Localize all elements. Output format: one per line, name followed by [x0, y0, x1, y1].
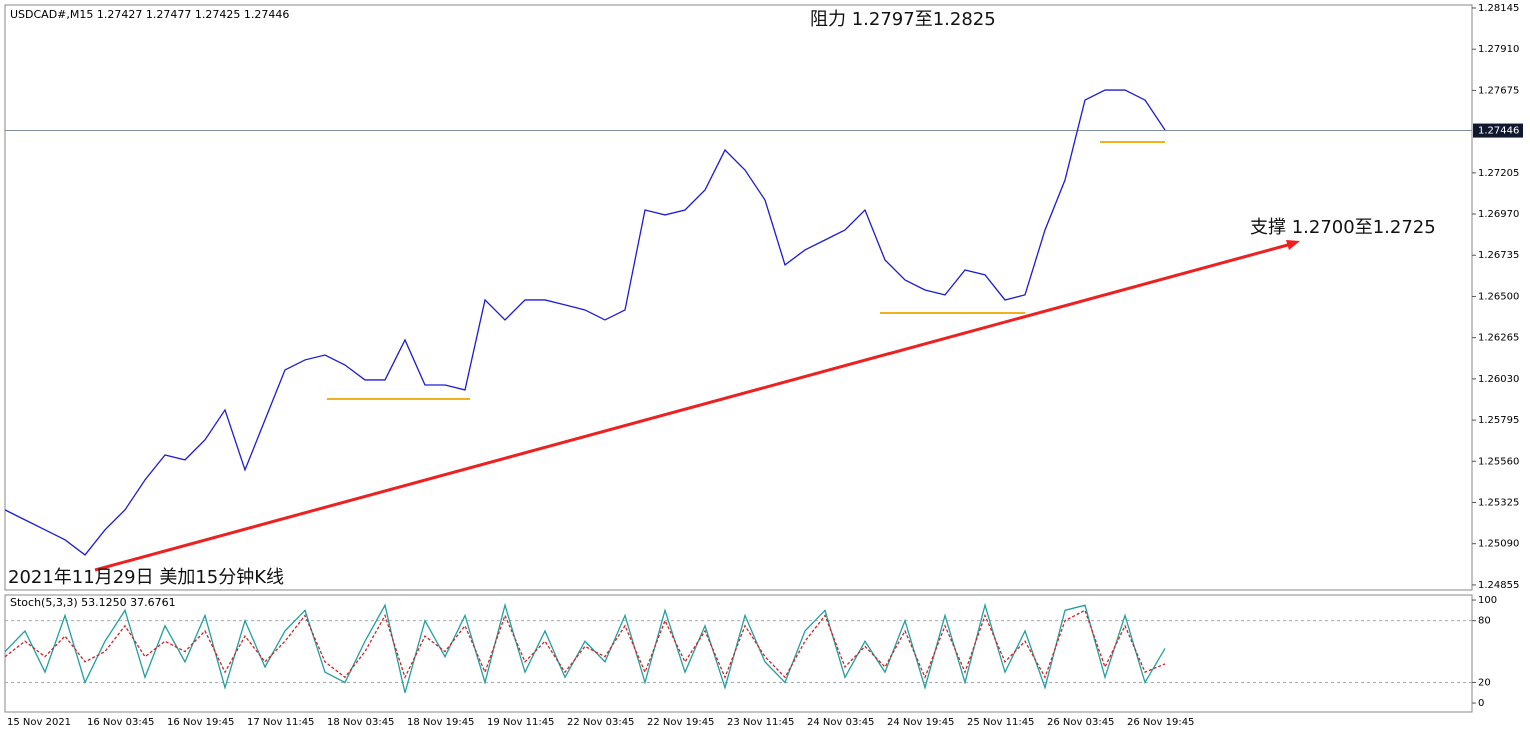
annotation: 阻力 1.2797至1.2825 [810, 9, 996, 30]
series-line [4, 602, 1166, 693]
x-tick-label: 23 Nov 11:45 [727, 717, 794, 728]
current-price-label: 1.27446 [1478, 126, 1519, 137]
y-tick-label: 1.27910 [1478, 44, 1519, 55]
y-tick-label: 20 [1478, 677, 1491, 688]
y-tick-label: 100 [1478, 595, 1497, 606]
y-tick-label: 1.26030 [1478, 374, 1519, 385]
trend-line [94, 241, 1296, 572]
x-tick-label: 17 Nov 11:45 [247, 717, 314, 728]
x-tick-label: 26 Nov 03:45 [1047, 717, 1114, 728]
x-tick-label: 25 Nov 11:45 [967, 717, 1034, 728]
y-tick-label: 1.25325 [1478, 497, 1519, 508]
y-tick-label: 1.26970 [1478, 209, 1519, 220]
annotation: 支撑 1.2700至1.2725 [1250, 217, 1436, 238]
y-tick-label: 0 [1478, 698, 1484, 709]
x-tick-label: 16 Nov 19:45 [167, 717, 234, 728]
series-line [4, 89, 1166, 556]
current-price-box [1473, 123, 1523, 138]
x-tick-label: 18 Nov 03:45 [327, 717, 394, 728]
stoch-pane [4, 594, 1473, 713]
x-tick-label: 22 Nov 19:45 [647, 717, 714, 728]
x-tick-label: 24 Nov 03:45 [807, 717, 874, 728]
x-tick-label: 24 Nov 19:45 [887, 717, 954, 728]
y-tick-label: 1.27675 [1478, 85, 1519, 96]
y-tick-label: 1.25795 [1478, 415, 1519, 426]
x-tick-label: 26 Nov 19:45 [1127, 717, 1194, 728]
y-tick-label: 1.26265 [1478, 333, 1519, 344]
y-tick-label: 1.25560 [1478, 456, 1519, 467]
x-tick-label: 15 Nov 2021 [7, 717, 71, 728]
chart-title: USDCAD#,M15 1.27427 1.27477 1.27425 1.27… [10, 8, 289, 21]
y-tick-label: 1.28145 [1478, 3, 1519, 14]
x-tick-label: 22 Nov 03:45 [567, 717, 634, 728]
y-tick-label: 1.27205 [1478, 168, 1519, 179]
trend-arrow [1286, 240, 1300, 250]
y-tick-label: 1.26500 [1478, 291, 1519, 302]
series-line [4, 609, 1166, 680]
y-tick-label: 1.25090 [1478, 539, 1519, 550]
y-tick-label: 1.24855 [1478, 580, 1519, 591]
stoch-title: Stoch(5,3,3) 53.1250 37.6761 [10, 596, 176, 609]
y-tick-label: 1.26735 [1478, 250, 1519, 261]
annotation: 2021年11月29日 美加15分钟K线 [8, 567, 284, 588]
y-tick-label: 80 [1478, 616, 1491, 627]
price-pane [4, 4, 1473, 591]
x-tick-label: 16 Nov 03:45 [87, 717, 154, 728]
x-tick-label: 18 Nov 19:45 [407, 717, 474, 728]
x-tick-label: 19 Nov 11:45 [487, 717, 554, 728]
